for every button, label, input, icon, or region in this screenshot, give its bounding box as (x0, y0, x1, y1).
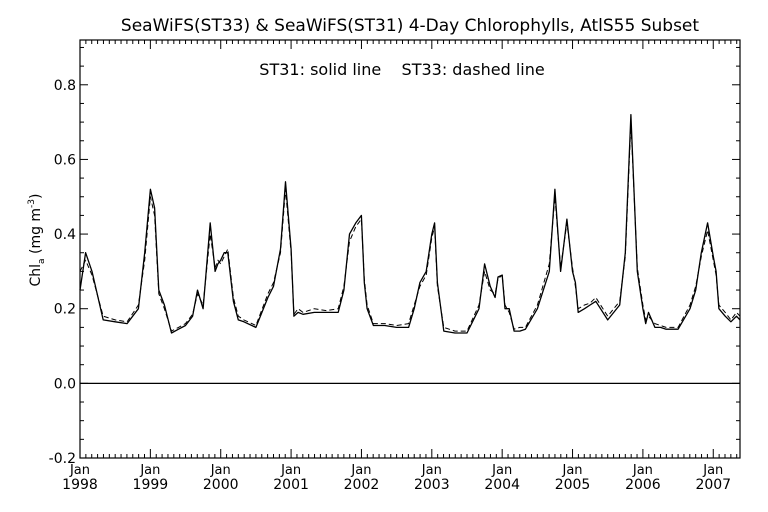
x-tick-year-label: 2003 (414, 477, 450, 493)
x-tick-year-label: 1998 (62, 477, 98, 493)
x-tick-year-label: 2006 (625, 477, 661, 493)
x-tick-month-label: Jan (210, 463, 231, 478)
x-tick-month-label: Jan (350, 463, 371, 478)
x-tick-year-label: 2005 (555, 477, 591, 493)
y-axis-label-superscript: -3 (27, 199, 37, 208)
x-tick-month-label: Jan (491, 463, 512, 478)
x-tick-month-label: Jan (632, 463, 653, 478)
y-tick-label: 0.0 (54, 376, 76, 392)
series-line-st31 (79, 113, 741, 334)
plot-area (79, 113, 741, 384)
y-axis-label-close: ) (28, 193, 44, 198)
x-tick-year-label: 2007 (695, 477, 731, 493)
svg-text:Chla (mg m-3): Chla (mg m-3) (27, 193, 47, 286)
x-tick-year-label: 1999 (133, 477, 169, 493)
x-tick-month-label: Jan (421, 463, 442, 478)
x-tick-month-label: Jan (702, 463, 723, 478)
y-axis-label-unit: (mg m (28, 208, 44, 259)
y-tick-label: 0.4 (54, 227, 76, 243)
y-tick-label: 0.8 (54, 78, 76, 94)
y-axis-label-main: Chl (28, 264, 44, 287)
y-tick-label: 0.6 (54, 152, 76, 168)
chart-title: SeaWiFS(ST33) & SeaWiFS(ST31) 4-Day Chlo… (121, 16, 699, 36)
axes: -0.20.00.20.40.60.8Jan1998Jan1999Jan2000… (49, 39, 741, 493)
x-tick-month-label: Jan (69, 463, 90, 478)
x-tick-month-label: Jan (139, 463, 160, 478)
y-tick-label: -0.2 (49, 451, 76, 467)
y-tick-label: 0.2 (54, 302, 76, 318)
x-tick-year-label: 2002 (344, 477, 380, 493)
x-tick-year-label: 2004 (484, 477, 520, 493)
plot-frame (79, 39, 741, 459)
x-tick-month-label: Jan (280, 463, 301, 478)
series-line-st33 (79, 121, 741, 332)
x-tick-month-label: Jan (562, 463, 583, 478)
x-tick-year-label: 2001 (273, 477, 309, 493)
y-axis-label-subscript: a (37, 258, 47, 264)
y-axis-label: Chla (mg m-3) (27, 193, 47, 286)
x-tick-year-label: 2000 (203, 477, 239, 493)
chart-annotation: ST31: solid line ST33: dashed line (259, 60, 544, 79)
